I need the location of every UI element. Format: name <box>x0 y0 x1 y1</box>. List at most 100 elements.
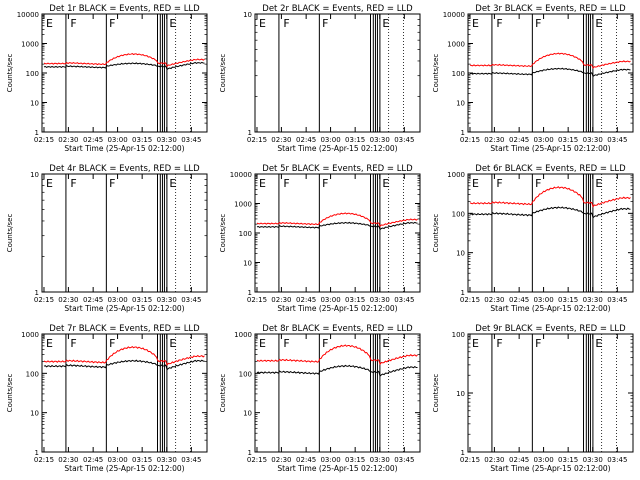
panel-9-xtick-label: 03:00 <box>533 456 553 464</box>
panel-3-flag-e: E <box>472 17 479 30</box>
panel-2-flag-e: E <box>382 17 389 30</box>
panel-6-series-events <box>469 206 631 219</box>
panel-9-xlabel: Start Time (25-Apr-15 02:12:00) <box>490 464 610 473</box>
panel-3-ytick-label: 1000 <box>447 41 465 49</box>
panel-4-xtick-label: 03:00 <box>107 296 127 304</box>
panel-9-xtick-label: 03:15 <box>558 456 578 464</box>
panel-2-xtick-label: 03:15 <box>345 136 365 144</box>
panel-6-xtick-label: 03:15 <box>558 296 578 304</box>
panel-7-series-lld <box>43 345 205 367</box>
panel-6-xtick-label: 03:30 <box>583 296 603 304</box>
panel-1-ytick-label: 1000 <box>21 41 39 49</box>
panel-9-flag-f: F <box>496 337 502 350</box>
panel-5-ytick-label: 10000 <box>230 171 252 179</box>
panel-5-flag-f: F <box>283 177 289 190</box>
panel-8-series-events <box>256 364 418 378</box>
panel-5-ytick-label: 1000 <box>234 201 252 209</box>
panel-7-xtick-label: 02:15 <box>34 456 54 464</box>
panel-9-xtick-label: 02:45 <box>509 456 529 464</box>
panel-7-xtick-label: 02:30 <box>58 456 78 464</box>
panel-3-xtick-label: 02:30 <box>484 136 504 144</box>
panel-9-flag-f: F <box>535 337 541 350</box>
panel-9-title: Det 9r BLACK = Events, RED = LLD <box>475 324 626 334</box>
panel-8-xtick-label: 03:00 <box>320 456 340 464</box>
panel-6-ylabel: Counts/sec <box>432 214 440 253</box>
panel-6-flag-f: F <box>496 177 502 190</box>
panel-7-xlabel: Start Time (25-Apr-15 02:12:00) <box>64 464 184 473</box>
panel-8-ytick-label: 1 <box>248 449 252 457</box>
panel-5-flag-e: E <box>259 177 266 190</box>
panel-1-series-events <box>43 61 205 71</box>
panel-8-flag-f: F <box>283 337 289 350</box>
panel-6-frame <box>467 173 634 293</box>
panel-6-ytick-label: 1000 <box>447 171 465 179</box>
panel-3-ylabel: Counts/sec <box>432 54 440 93</box>
panel-7-ytick-label: 1000 <box>21 331 39 339</box>
panel-2-flag-e: E <box>259 17 266 30</box>
panel-9-ylabel: Counts/sec <box>432 374 440 413</box>
panel-8-series-lld <box>256 344 418 366</box>
panel-6-flag-e: E <box>472 177 479 190</box>
panel-3-ytick-label: 10 <box>456 100 465 108</box>
panel-9-xtick-label: 02:30 <box>484 456 504 464</box>
panel-4-xtick-label: 02:45 <box>83 296 103 304</box>
panel-5-xlabel: Start Time (25-Apr-15 02:12:00) <box>277 304 397 313</box>
panel-4-xtick-label: 03:45 <box>181 296 201 304</box>
panel-3-xtick-label: 03:45 <box>607 136 627 144</box>
panel-3-xtick-label: 03:00 <box>533 136 553 144</box>
panel-1-flag-e: E <box>46 17 53 30</box>
panel-7-flag-e: E <box>46 337 53 350</box>
panel-6-flag-f: F <box>535 177 541 190</box>
panel-1-xtick-label: 03:45 <box>181 136 201 144</box>
panel-7-xtick-label: 02:45 <box>83 456 103 464</box>
panel-5-xtick-label: 03:00 <box>320 296 340 304</box>
panel-2-xtick-label: 02:15 <box>247 136 267 144</box>
panel-5-xtick-label: 03:15 <box>345 296 365 304</box>
panel-7-xtick-label: 03:45 <box>181 456 201 464</box>
panel-1-xtick-label: 03:15 <box>132 136 152 144</box>
panel-5-xtick-label: 03:30 <box>370 296 390 304</box>
panel-5-flag-e: E <box>382 177 389 190</box>
panel-7-ytick-label: 1 <box>35 449 39 457</box>
panel-1-xlabel: Start Time (25-Apr-15 02:12:00) <box>64 144 184 153</box>
panel-5-ytick-label: 10 <box>243 260 252 268</box>
panel-8-ytick-label: 1000 <box>234 331 252 339</box>
panel-1-ytick-label: 1 <box>35 129 39 137</box>
panel-8-flag-f: F <box>322 337 328 350</box>
panel-1-xtick-label: 03:00 <box>107 136 127 144</box>
panel-3-flag-f: F <box>496 17 502 30</box>
panel-5-title: Det 5r BLACK = Events, RED = LLD <box>262 164 413 174</box>
panel-4-frame <box>41 173 208 293</box>
panel-8-xtick-label: 03:15 <box>345 456 365 464</box>
panel-6-series-lld <box>469 186 631 208</box>
panel-7-xtick-label: 03:30 <box>157 456 177 464</box>
panel-9-flag-e: E <box>595 337 602 350</box>
panel-5-frame <box>254 173 421 293</box>
panel-1-xtick-label: 02:45 <box>83 136 103 144</box>
panel-5-ytick-label: 100 <box>239 230 252 238</box>
panel-5-xtick-label: 02:30 <box>271 296 291 304</box>
panel-7-series-events <box>43 359 205 371</box>
panel-1-flag-f: F <box>70 17 76 30</box>
panel-8-xtick-label: 02:30 <box>271 456 291 464</box>
panel-6-ytick-label: 10 <box>456 250 465 258</box>
panel-8-xtick-label: 03:45 <box>394 456 414 464</box>
panel-1-ytick-label: 100 <box>26 70 39 78</box>
panel-9-xtick-label: 03:45 <box>607 456 627 464</box>
panel-6-ytick-label: 100 <box>452 210 465 218</box>
panel-4-flag-f: F <box>109 177 115 190</box>
panel-4-ylabel: Counts/sec <box>6 214 14 253</box>
panel-3-xlabel: Start Time (25-Apr-15 02:12:00) <box>490 144 610 153</box>
panel-9-ytick-label: 10 <box>456 390 465 398</box>
panel-4-xtick-label: 02:15 <box>34 296 54 304</box>
panel-4-xtick-label: 03:30 <box>157 296 177 304</box>
panel-4-xtick-label: 03:15 <box>132 296 152 304</box>
panel-1-ylabel: Counts/sec <box>6 54 14 93</box>
panel-7-ylabel: Counts/sec <box>6 374 14 413</box>
panel-4-flag-e: E <box>169 177 176 190</box>
panel-1-series-lld <box>43 53 205 68</box>
panel-2-xtick-label: 03:45 <box>394 136 414 144</box>
panel-4-xlabel: Start Time (25-Apr-15 02:12:00) <box>64 304 184 313</box>
panel-7-title: Det 7r BLACK = Events, RED = LLD <box>49 324 200 334</box>
panel-8-xtick-label: 02:15 <box>247 456 267 464</box>
